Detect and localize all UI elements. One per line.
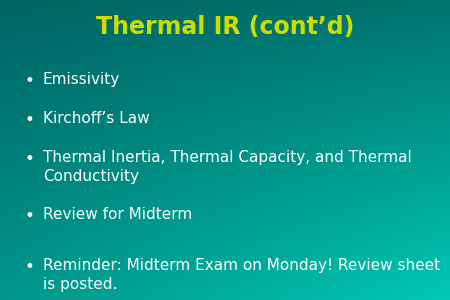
Text: Kirchoff’s Law: Kirchoff’s Law: [43, 111, 149, 126]
Text: Emissivity: Emissivity: [43, 72, 120, 87]
Text: Reminder: Midterm Exam on Monday! Review sheet
is posted.: Reminder: Midterm Exam on Monday! Review…: [43, 258, 440, 292]
Text: •: •: [25, 258, 35, 276]
Text: •: •: [25, 207, 35, 225]
Text: •: •: [25, 150, 35, 168]
Text: Thermal IR (cont’d): Thermal IR (cont’d): [96, 15, 354, 39]
Text: Review for Midterm: Review for Midterm: [43, 207, 192, 222]
Text: •: •: [25, 72, 35, 90]
Text: •: •: [25, 111, 35, 129]
Text: Thermal Inertia, Thermal Capacity, and Thermal
Conductivity: Thermal Inertia, Thermal Capacity, and T…: [43, 150, 411, 184]
